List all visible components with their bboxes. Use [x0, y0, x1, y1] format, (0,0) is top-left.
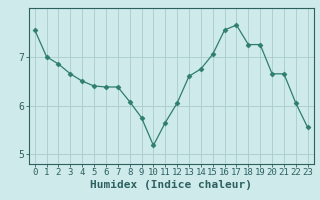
X-axis label: Humidex (Indice chaleur): Humidex (Indice chaleur) [90, 180, 252, 190]
